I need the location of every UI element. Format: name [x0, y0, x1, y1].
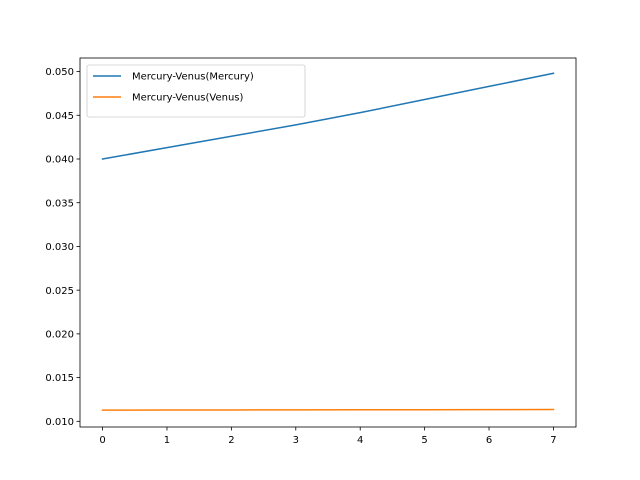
legend: Mercury-Venus(Mercury) Mercury-Venus(Venu…: [86, 64, 306, 118]
x-tick-label: 4: [357, 435, 363, 446]
y-tick-label: 0.040: [45, 155, 74, 166]
series-line-1: [101, 72, 555, 160]
x-axis: 0 1 2 3 4 5 6 7: [99, 427, 557, 446]
y-tick-label: 0.025: [45, 286, 74, 297]
y-tick-label: 0.035: [45, 198, 74, 209]
x-tick-label: 6: [486, 435, 492, 446]
x-tick-label: 5: [421, 435, 427, 446]
plot-frame: [79, 57, 577, 428]
x-tick-label: 2: [228, 435, 234, 446]
series-line-2: [101, 408, 555, 411]
y-tick-label: 0.045: [45, 111, 74, 122]
y-tick-label: 0.050: [45, 67, 74, 78]
series-layer: [101, 72, 555, 411]
y-tick-label: 0.030: [45, 242, 74, 253]
y-tick-label: 0.020: [45, 329, 74, 340]
y-tick-label: 0.010: [45, 417, 74, 428]
x-tick-label: 1: [164, 435, 170, 446]
legend-box: [86, 64, 306, 118]
x-tick-label: 3: [293, 435, 299, 446]
legend-entry-label: Mercury-Venus(Venus): [132, 93, 243, 104]
y-axis: 0.010 0.015 0.020 0.025 0.030 0.035 0.040 0.045…: [45, 67, 80, 428]
x-tick-label: 7: [550, 435, 556, 446]
legend-entry-label: Mercury-Venus(Mercury): [132, 72, 254, 83]
y-tick-label: 0.015: [45, 373, 74, 384]
x-tick-label: 0: [99, 435, 105, 446]
